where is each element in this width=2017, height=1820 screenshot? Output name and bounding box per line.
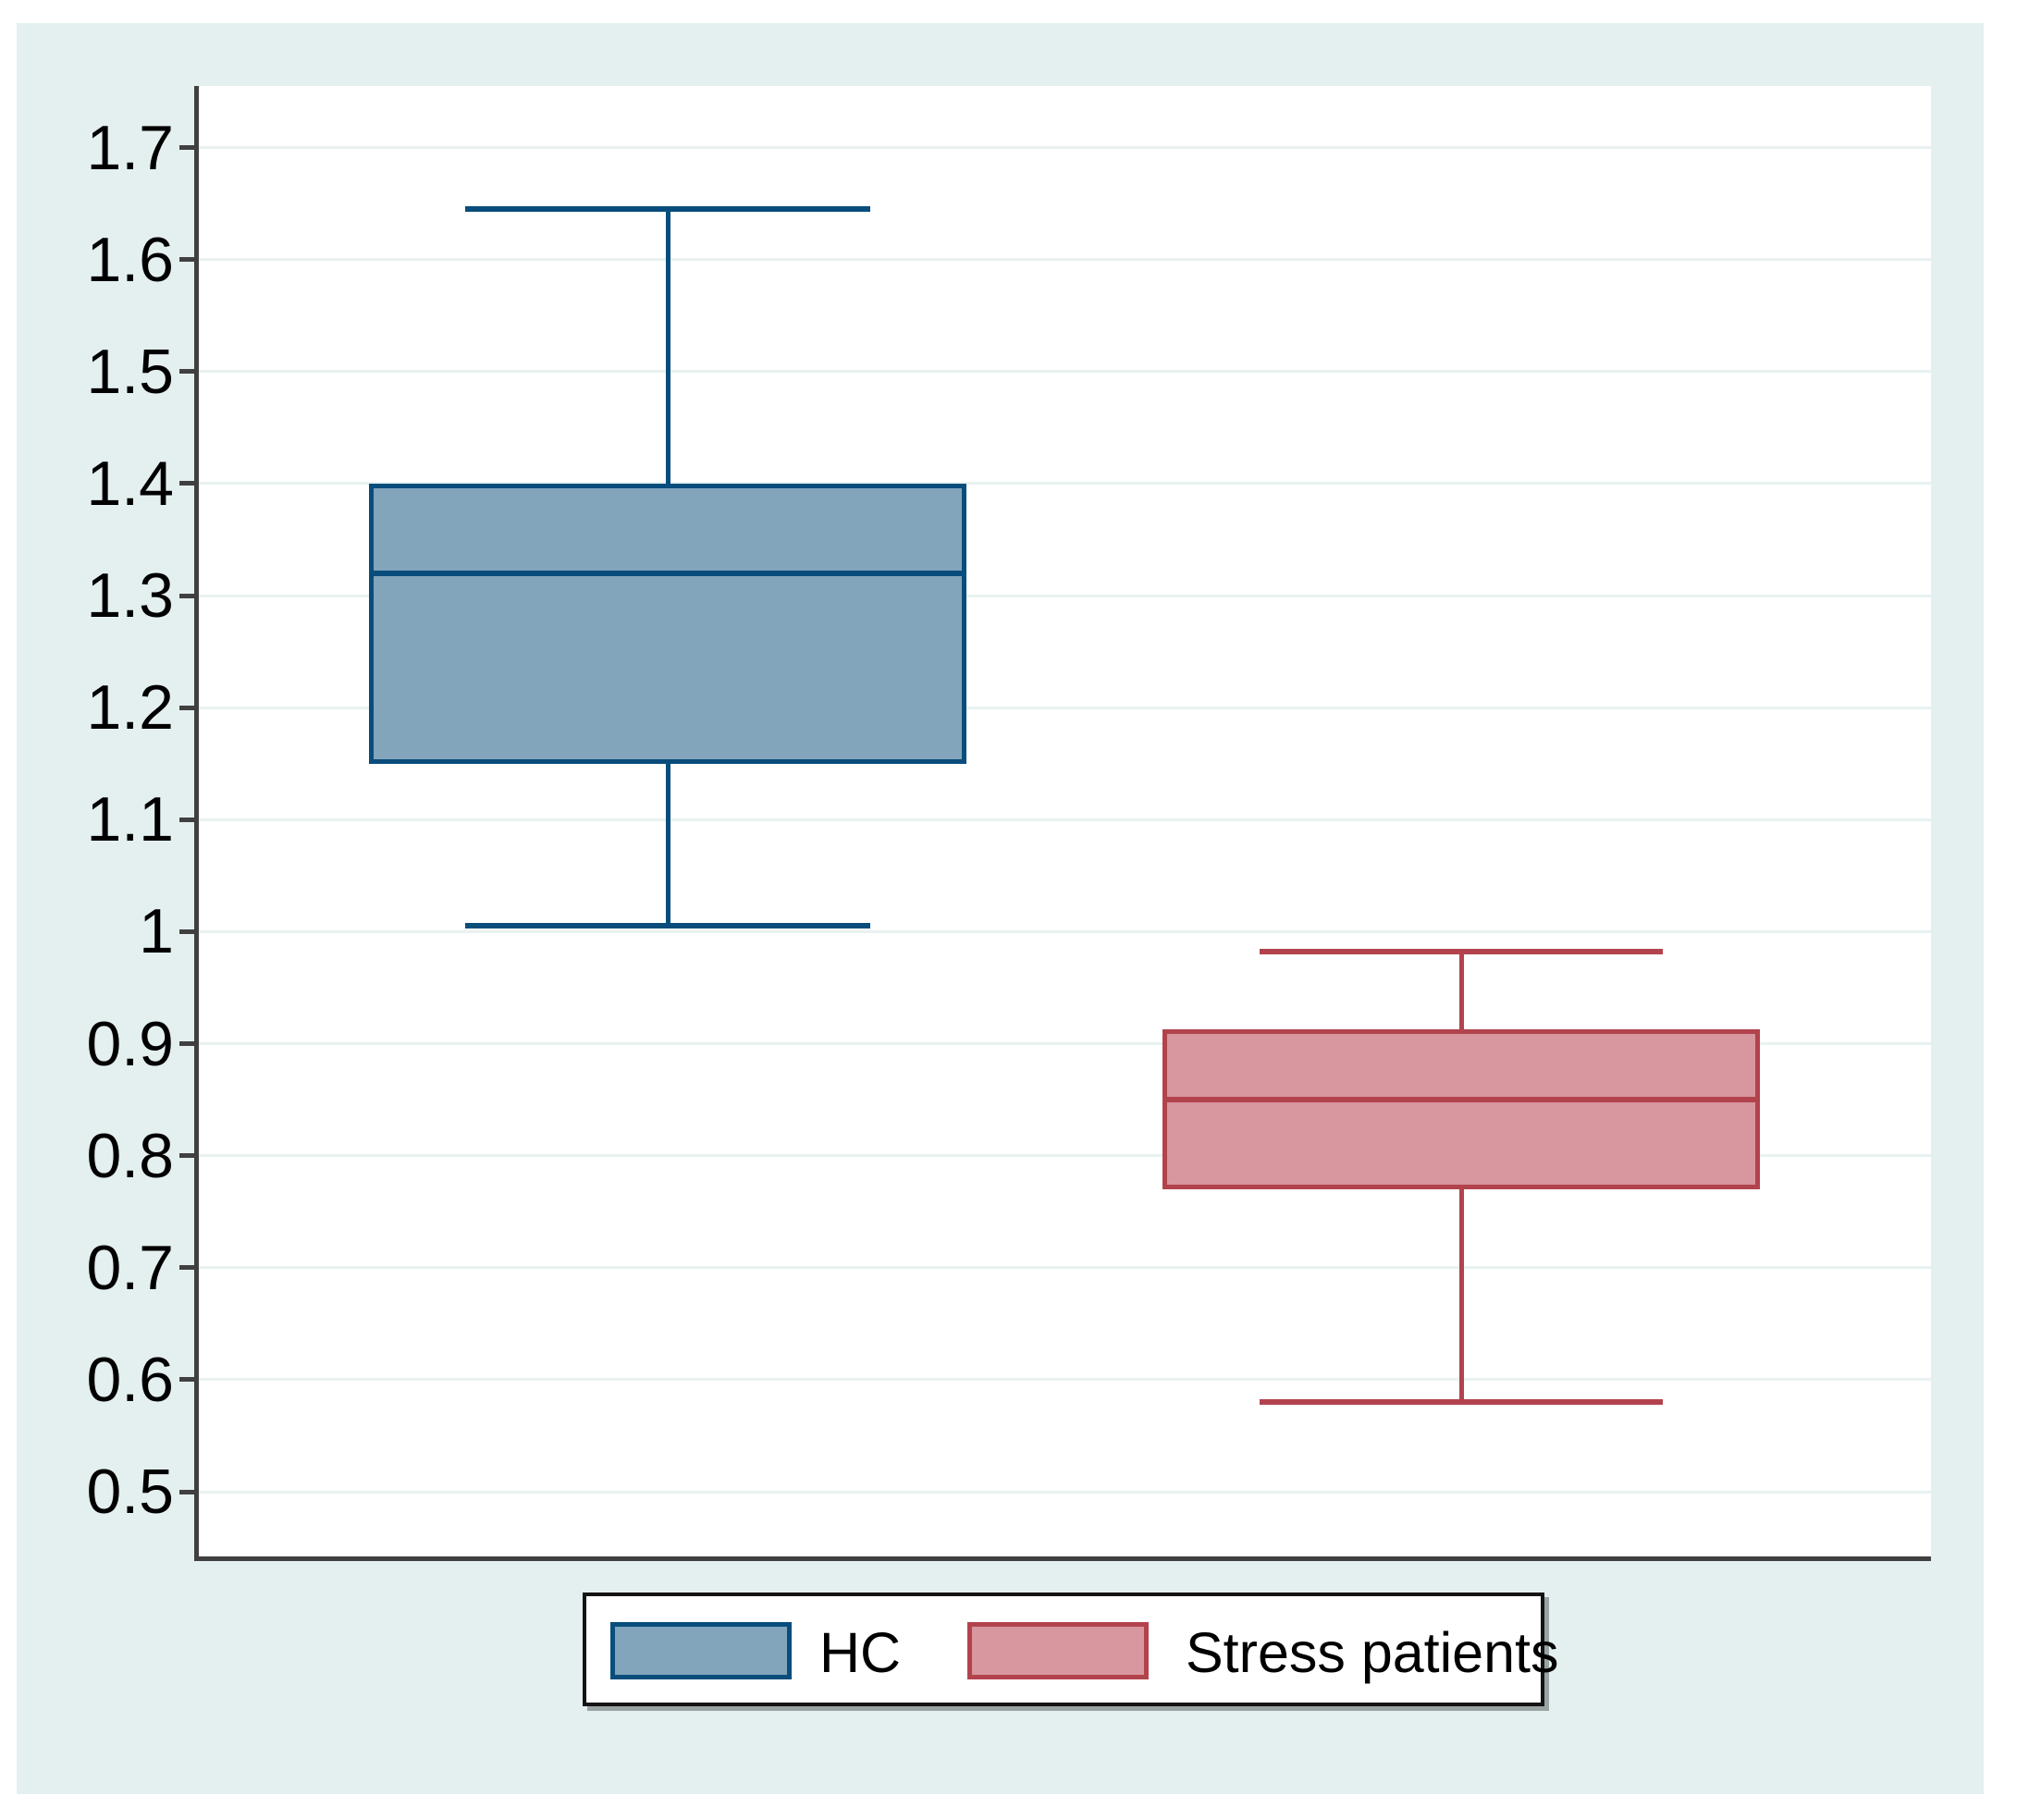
y-axis-tick-label: 1.2	[86, 672, 174, 744]
y-axis-tick-label: 0.7	[86, 1232, 174, 1303]
y-axis-tick-label: 0.5	[86, 1457, 174, 1527]
gridline	[199, 1154, 1931, 1158]
upper-whisker-cap	[465, 206, 870, 213]
gridline	[199, 706, 1931, 709]
y-axis-tick	[179, 705, 199, 710]
y-axis-tick	[179, 1041, 199, 1046]
y-axis-tick-label: 1.3	[86, 560, 174, 631]
y-axis-tick	[179, 593, 199, 598]
y-axis-tick	[179, 1489, 199, 1494]
upper-whisker-stem	[665, 209, 670, 484]
y-axis-tick-label: 0.9	[86, 1008, 174, 1079]
upper-whisker-cap	[1260, 949, 1663, 955]
y-axis-tick	[179, 257, 199, 263]
y-axis-tick-label: 1.7	[86, 112, 174, 183]
y-axis-tick-label: 1	[139, 896, 174, 967]
y-axis-tick	[179, 145, 199, 150]
legend-swatch-hc	[610, 1622, 792, 1679]
gridline	[199, 482, 1931, 486]
gridline	[199, 1490, 1931, 1494]
plot-area	[199, 86, 1931, 1556]
lower-whisker-cap	[1260, 1399, 1663, 1406]
iqr-box	[1162, 1028, 1760, 1189]
y-axis-tick	[179, 928, 199, 934]
y-axis-tick-label: 1.1	[86, 784, 174, 855]
gridline	[199, 818, 1931, 821]
legend-swatch-stress-patients	[967, 1622, 1149, 1679]
y-axis-tick	[179, 1153, 199, 1159]
y-axis-tick	[179, 369, 199, 375]
median-line	[1162, 1097, 1760, 1103]
gridline	[199, 929, 1931, 933]
gridline	[199, 258, 1931, 262]
lower-whisker-stem	[665, 763, 670, 927]
gridline	[199, 594, 1931, 597]
x-axis-line	[194, 1556, 1931, 1561]
gridline	[199, 370, 1931, 374]
y-axis-tick-label: 1.5	[86, 336, 174, 407]
y-axis-tick-label: 0.6	[86, 1344, 174, 1415]
y-axis-tick	[179, 1265, 199, 1271]
legend-label-hc: HC	[819, 1621, 902, 1684]
y-axis-tick-label: 0.8	[86, 1120, 174, 1191]
gridline	[199, 1378, 1931, 1382]
iqr-box	[369, 483, 966, 764]
y-axis-tick-label: 1.6	[86, 224, 174, 295]
lower-whisker-stem	[1458, 1188, 1464, 1403]
gridline	[199, 146, 1931, 149]
y-axis-tick-label: 1.4	[86, 448, 174, 519]
median-line	[369, 570, 966, 576]
lower-whisker-cap	[465, 923, 870, 929]
y-axis-tick	[179, 481, 199, 486]
y-axis-tick	[179, 817, 199, 822]
gridline	[199, 1266, 1931, 1270]
legend-label-stress-patients: Stress patients	[1186, 1621, 1559, 1684]
legend: HC Stress patients	[583, 1592, 1558, 1706]
y-axis-tick	[179, 1377, 199, 1383]
gridline	[199, 1042, 1931, 1045]
y-axis-line	[194, 86, 199, 1561]
upper-whisker-stem	[1458, 952, 1464, 1029]
